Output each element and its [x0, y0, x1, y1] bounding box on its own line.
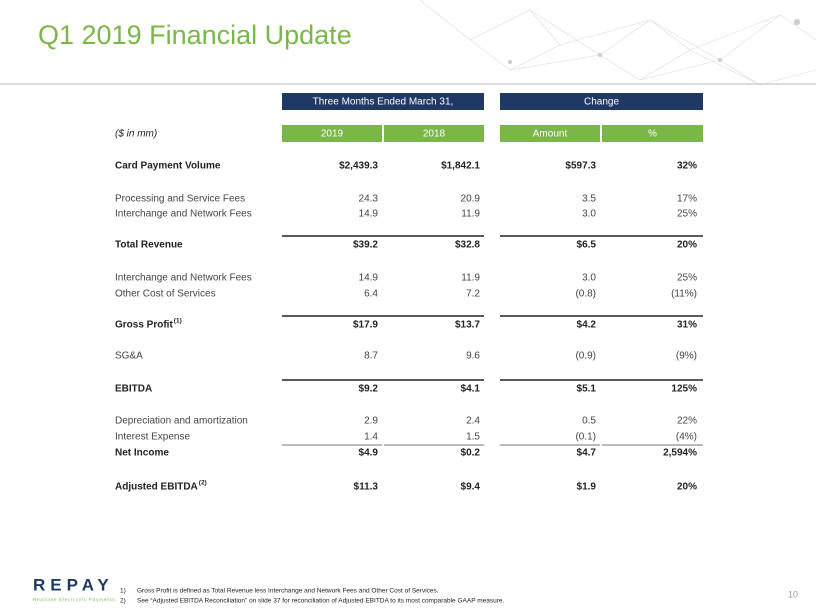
logo: REPAY [33, 575, 114, 594]
column-header-bg [602, 125, 703, 142]
cell: $13.7 [455, 320, 480, 331]
cell: $17.9 [353, 320, 378, 331]
cell: $11.3 [354, 482, 379, 493]
cell: $4.9 [359, 448, 379, 459]
group-header-bg [500, 93, 703, 110]
cell: $2,439.3 [339, 161, 378, 172]
cell: 125% [671, 384, 697, 395]
cell: 3.0 [582, 209, 596, 220]
cell: 7.2 [466, 289, 480, 300]
cell: 0.5 [582, 416, 596, 427]
column-header-bg [500, 125, 600, 142]
cell: 8.7 [364, 351, 378, 362]
cell: 1.4 [364, 432, 378, 443]
row-label: Interchange and Network Fees [115, 209, 252, 220]
group-header: Change [584, 97, 619, 108]
cell: $9.2 [359, 384, 379, 395]
cell: $32.8 [455, 240, 480, 251]
cell: 9.6 [466, 351, 480, 362]
cell: $39.2 [353, 240, 378, 251]
cell: 25% [677, 209, 697, 220]
cell: $597.3 [565, 161, 596, 172]
cell: 25% [677, 273, 697, 284]
row-label: Interchange and Network Fees [115, 273, 252, 284]
cell: 2.9 [364, 416, 378, 427]
row-label: Depreciation and amortization [115, 416, 248, 427]
cell: (11%) [671, 289, 697, 300]
row-label: SG&A [115, 351, 143, 362]
cell: (4%) [676, 432, 697, 443]
row-label: Interest Expense [115, 432, 190, 443]
cell: 14.9 [359, 209, 379, 220]
footnote-marker: 1) [120, 588, 126, 595]
column-header-bg [384, 125, 484, 142]
cell: 20.9 [461, 194, 481, 205]
cell: 2,594% [663, 448, 697, 459]
network-decoration [419, 0, 816, 86]
cell: (0.1) [575, 432, 596, 443]
cell: (0.8) [575, 289, 596, 300]
row-label: Card Payment Volume [115, 161, 221, 172]
cell: 3.5 [582, 194, 596, 205]
footnote-marker: 2) [120, 598, 126, 605]
group-header: Three Months Ended March 31, [313, 97, 454, 108]
title: Q1 2019 Financial Update [38, 20, 352, 50]
cell: 24.3 [359, 194, 379, 205]
cell: $1.9 [577, 482, 597, 493]
cell: $5.1 [577, 384, 597, 395]
row-label: Processing and Service Fees [115, 194, 245, 205]
row-label: Total Revenue [115, 240, 183, 251]
cell: (9%) [676, 351, 697, 362]
group-header-bg [282, 93, 484, 110]
column-header: % [648, 129, 657, 140]
cell: 20% [677, 482, 697, 493]
cell: $4.2 [577, 320, 597, 331]
row-label: EBITDA [115, 384, 152, 395]
cell: 1.5 [466, 432, 480, 443]
cell: 17% [677, 194, 697, 205]
logo-tagline: Realtime Electronic Payments [33, 597, 115, 602]
unit-note: ($ in mm) [115, 129, 157, 140]
cell: 31% [677, 320, 697, 331]
footnote: Gross Profit is defined as Total Revenue… [137, 588, 439, 595]
cell: 6.4 [364, 289, 378, 300]
column-header: 2018 [423, 129, 446, 140]
cell: 22% [677, 416, 697, 427]
cell: 11.9 [461, 209, 480, 220]
cell: 32% [677, 161, 697, 172]
cell: $6.5 [577, 240, 597, 251]
cell: 14.9 [359, 273, 379, 284]
cell: $9.4 [461, 482, 481, 493]
cell: 11.9 [461, 273, 480, 284]
cell: 2.4 [466, 416, 480, 427]
cell: 20% [677, 240, 697, 251]
cell: 3.0 [582, 273, 596, 284]
row-label: Net Income [115, 448, 169, 459]
column-header: Amount [533, 129, 568, 140]
cell: $0.2 [461, 448, 481, 459]
column-header-bg [282, 125, 382, 142]
footnote-ref: (2) [199, 480, 207, 487]
cell: (0.9) [575, 351, 596, 362]
footnote: See “Adjusted EBITDA Reconciliation” on … [137, 598, 505, 605]
cell: $4.7 [577, 448, 597, 459]
row-label: Gross Profit [115, 320, 173, 331]
cell: $4.1 [461, 384, 481, 395]
cell: $1,842.1 [441, 161, 480, 172]
row-label: Adjusted EBITDA [115, 482, 198, 493]
column-header: 2019 [321, 129, 344, 140]
footnote-ref: (1) [174, 318, 182, 325]
row-label: Other Cost of Services [115, 289, 216, 300]
page-number: 10 [788, 589, 798, 599]
